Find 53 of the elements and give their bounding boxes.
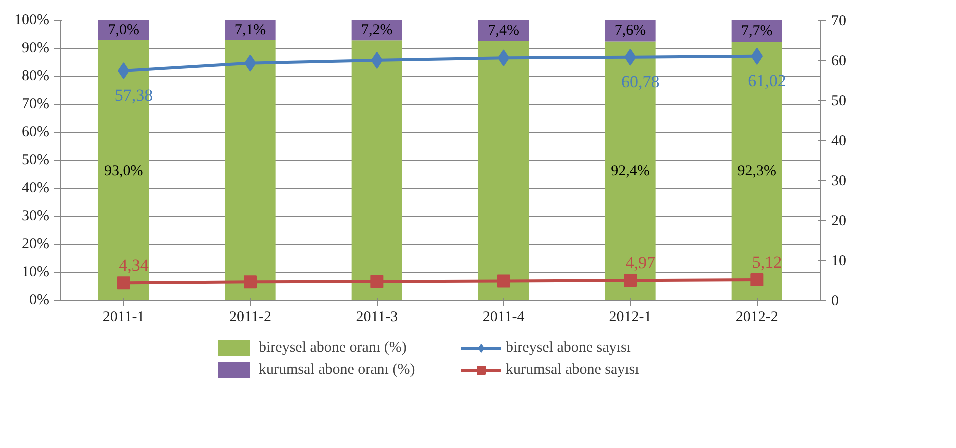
legend-label: bireysel abone sayısı — [506, 340, 632, 356]
legend-label: kurumsal abone oranı (%) — [259, 362, 416, 378]
y-tick-label: 30% — [22, 208, 50, 224]
y2-tick-label: 70 — [832, 14, 846, 30]
data-label: 92,3% — [738, 164, 777, 180]
y-tick-label: 100% — [14, 12, 50, 28]
data-label: 7,4% — [488, 22, 520, 39]
x-tick-label: 2011-3 — [356, 310, 398, 326]
data-label: 7,2% — [362, 22, 393, 39]
legend-label: kurumsal abone sayısı — [506, 362, 640, 378]
point — [497, 274, 510, 288]
y-tick-label: 0% — [30, 292, 50, 308]
y-tick-label: 90% — [22, 40, 50, 56]
bar — [478, 41, 530, 300]
point — [371, 52, 383, 69]
bar — [605, 20, 656, 42]
y2-tick-label: 30 — [832, 174, 846, 190]
data-label: 7,6% — [614, 23, 646, 40]
x-tick-label: 2011-4 — [482, 310, 526, 326]
point — [117, 276, 130, 290]
y-tick-label: 20% — [22, 236, 50, 252]
data-label: 7,1% — [234, 22, 266, 38]
bar — [352, 40, 402, 300]
point — [370, 275, 384, 288]
data-label: 4,34 — [119, 256, 150, 276]
x-tick-label: 2012-2 — [736, 310, 778, 326]
x-tick-label: 2012-1 — [609, 310, 652, 326]
y-tick-label: 10% — [22, 264, 50, 280]
y2-tick-label: 60 — [832, 54, 846, 70]
bar — [225, 40, 276, 300]
data-label: 7,7% — [742, 23, 773, 40]
y-tick-label: 40% — [22, 180, 50, 196]
data-label: 5,12 — [752, 253, 782, 272]
data-label: 92,4% — [611, 164, 650, 180]
y2-tick-label: 20 — [832, 214, 846, 230]
y2-tick-label: 0 — [832, 294, 839, 310]
y-tick-label: 70% — [22, 96, 50, 112]
data-label: 93,0% — [104, 164, 144, 180]
y2-tick-label: 40 — [832, 134, 846, 150]
data-label: 4,97 — [626, 254, 656, 273]
y-tick-label: 60% — [22, 124, 50, 140]
point — [750, 274, 764, 287]
bar — [225, 20, 276, 40]
x-tick-label: 2011-2 — [230, 310, 272, 326]
y2-tick-label: 10 — [832, 254, 846, 270]
legend-label: bireysel abone oranı (%) — [259, 340, 408, 356]
y-tick-label: 50% — [22, 152, 50, 168]
point — [244, 276, 257, 289]
point — [624, 274, 637, 288]
data-label: 7,0% — [108, 22, 140, 38]
y-tick-label: 80% — [22, 68, 50, 84]
y2-tick-label: 50 — [832, 94, 846, 110]
x-tick-label: 2011-1 — [102, 310, 145, 326]
